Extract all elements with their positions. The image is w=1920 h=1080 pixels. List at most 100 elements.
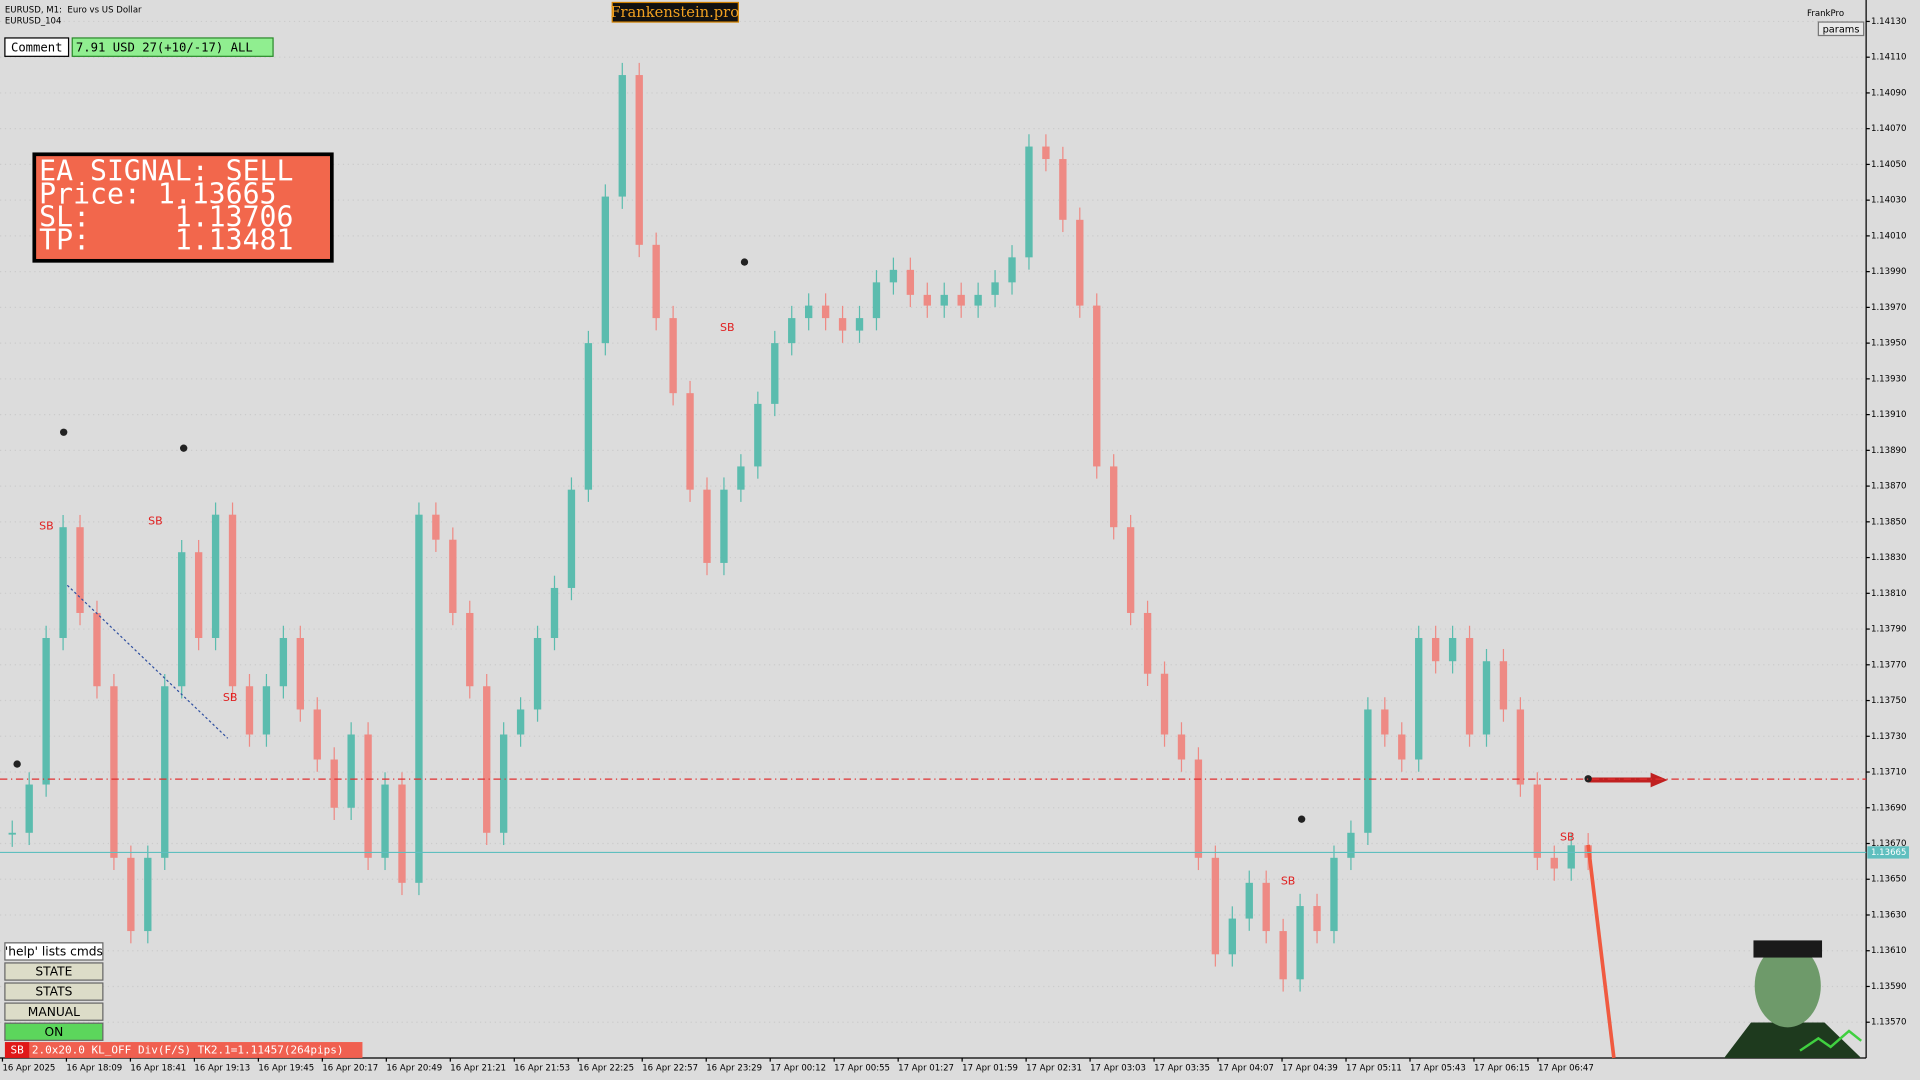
x-tick-label: 17 Apr 03:03 (1090, 1063, 1146, 1073)
button[interactable] (4, 1002, 104, 1021)
skull (13, 760, 21, 768)
skull (1297, 815, 1306, 823)
candle (1431, 637, 1440, 662)
comment-box (4, 37, 70, 57)
button[interactable] (4, 1022, 104, 1041)
candle (737, 466, 745, 490)
mascot-chart (1799, 1029, 1862, 1052)
x-tick-label: 17 Apr 01:27 (898, 1063, 954, 1073)
y-tick-label: 1.13650 (1871, 875, 1906, 885)
params-label[interactable]: params (1823, 24, 1860, 35)
candle (855, 318, 864, 331)
y-tick-label: 1.13610 (1871, 946, 1906, 956)
candle (364, 734, 372, 858)
button-label[interactable]: 'help' lists cmds (5, 945, 103, 959)
x-tick-label: 17 Apr 05:11 (1346, 1063, 1402, 1073)
candle (1533, 784, 1542, 858)
candle (940, 294, 948, 306)
candle (178, 552, 186, 687)
candle (1008, 257, 1016, 283)
candle (1160, 673, 1169, 735)
candle (1482, 661, 1491, 735)
params-button[interactable] (1817, 21, 1865, 37)
buttons: 'help' lists cmds STATE STATS MANUAL ON (4, 942, 104, 1041)
button[interactable] (4, 982, 104, 1001)
y-tick-label: 1.13810 (1871, 589, 1906, 599)
candle (313, 709, 321, 760)
x-tick-label: 17 Apr 06:47 (1538, 1063, 1594, 1073)
candle (872, 282, 881, 319)
x-tick-label: 16 Apr 18:41 (130, 1063, 186, 1073)
button-label[interactable]: STATS (35, 985, 72, 999)
candle (330, 759, 338, 808)
candle (974, 294, 982, 306)
x-tick-label: 16 Apr 18:09 (66, 1063, 122, 1073)
candle (432, 514, 440, 540)
candle (110, 686, 118, 858)
y-tick-label: 1.14010 (1871, 231, 1906, 241)
candle (1245, 882, 1253, 919)
candle (771, 343, 779, 404)
y-tick-label: 1.13690 (1871, 803, 1906, 813)
price-tag-label: 1.13665 (1871, 848, 1906, 858)
button-label[interactable]: ON (44, 1025, 63, 1039)
candle (127, 857, 135, 932)
button-label[interactable]: STATE (35, 965, 72, 979)
button[interactable] (4, 962, 104, 981)
candle (1448, 637, 1457, 662)
candle (1279, 931, 1287, 980)
candle (296, 637, 304, 710)
candle (1499, 661, 1508, 710)
skull (60, 428, 68, 436)
candle (466, 612, 474, 687)
candle (1296, 906, 1304, 980)
candle (1550, 857, 1558, 869)
button[interactable] (4, 942, 104, 961)
candle (906, 269, 915, 295)
y-tick-label: 1.13670 (1871, 839, 1906, 849)
signal-line: SL: 1.13706 (39, 200, 293, 233)
candle (652, 244, 660, 319)
y-tick-label: 1.13770 (1871, 660, 1906, 670)
x-tick-label: 16 Apr 21:53 (514, 1063, 570, 1073)
candle (262, 686, 271, 735)
brand-box (611, 1, 739, 23)
candle (1093, 305, 1101, 467)
signal-line: TP: 1.13481 (39, 223, 293, 256)
candle (1415, 637, 1423, 760)
y-tick-label: 1.13570 (1871, 1018, 1906, 1028)
x-tick-label: 17 Apr 00:12 (770, 1063, 826, 1073)
y-tick-label: 1.13990 (1871, 267, 1906, 277)
y-tick-label: 1.14050 (1871, 160, 1906, 170)
candle (838, 318, 847, 331)
status-text: 2.0x20.0 KL_OFF Div(F/S) TK2.1=1.11457(2… (32, 1044, 344, 1057)
projection-line (1586, 844, 1616, 1059)
symbol: EURUSD, M1: Euro vs US Dollar (5, 5, 142, 15)
button-label[interactable]: MANUAL (28, 1005, 80, 1019)
y-tick-label: 1.13890 (1871, 446, 1906, 456)
comment-label: Comment (11, 40, 63, 54)
candle (1313, 906, 1321, 932)
candle (516, 709, 525, 735)
signal-marker: SB (148, 515, 163, 528)
signal-marker: SB (720, 321, 735, 334)
y-tick-label: 1.14030 (1871, 196, 1906, 206)
candle (686, 393, 694, 490)
candle (1228, 918, 1236, 955)
y-tick-label: 1.13750 (1871, 696, 1906, 706)
x-tick-label: 17 Apr 03:35 (1154, 1063, 1210, 1073)
candle (991, 282, 999, 295)
candle (76, 527, 84, 613)
candle (93, 612, 101, 687)
candle (720, 489, 728, 563)
x-tick-label: 17 Apr 04:07 (1218, 1063, 1274, 1073)
candle (1194, 759, 1203, 858)
y-tick-label: 1.14130 (1871, 17, 1906, 27)
x-tick-label: 16 Apr 19:45 (258, 1063, 314, 1073)
x-tick-label: 16 Apr 20:17 (322, 1063, 378, 1073)
candle (415, 514, 423, 883)
comment-value: 7.91 USD 27(+10/-17) ALL (76, 40, 253, 54)
